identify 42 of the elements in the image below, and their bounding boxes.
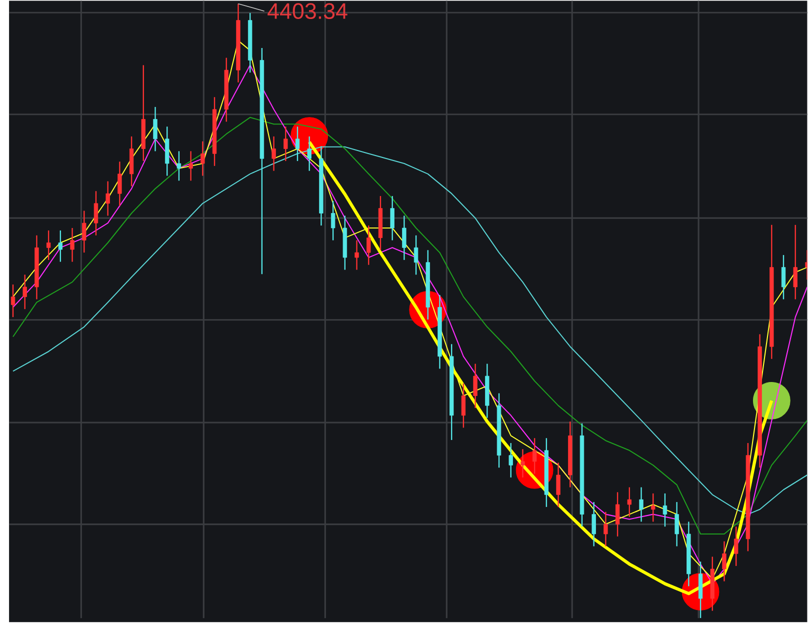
candlestick bbox=[592, 501, 596, 547]
candlestick bbox=[556, 462, 560, 508]
candlestick bbox=[639, 486, 644, 522]
candlestick bbox=[674, 501, 679, 547]
candlestick bbox=[627, 486, 632, 518]
candlestick bbox=[46, 230, 51, 260]
candlestick bbox=[82, 210, 86, 254]
candlestick bbox=[22, 274, 27, 310]
candlestick bbox=[354, 240, 359, 270]
candlestick bbox=[734, 526, 738, 566]
candlestick bbox=[615, 492, 620, 537]
candlestick bbox=[188, 150, 193, 182]
candlestick bbox=[295, 126, 300, 162]
candlestick bbox=[58, 230, 63, 262]
candlestick bbox=[508, 442, 513, 478]
candlestick bbox=[651, 492, 656, 522]
candlestick bbox=[307, 136, 312, 172]
candlestick bbox=[781, 254, 786, 300]
candlestick bbox=[70, 227, 74, 262]
candlestick bbox=[473, 363, 478, 409]
candlestick bbox=[118, 160, 122, 206]
candlestick bbox=[94, 190, 98, 236]
candlestick bbox=[722, 540, 726, 582]
candlestick bbox=[402, 215, 406, 260]
candlestick bbox=[106, 180, 110, 216]
candlestick bbox=[366, 224, 371, 266]
candlestick bbox=[272, 136, 276, 172]
candlestick bbox=[793, 224, 798, 300]
candlestick bbox=[200, 140, 205, 176]
candlestick bbox=[520, 448, 525, 478]
candlestick bbox=[414, 234, 418, 276]
candlestick bbox=[390, 195, 394, 241]
candlestick bbox=[10, 284, 16, 318]
candlestick bbox=[532, 437, 537, 474]
candlestick bbox=[461, 382, 466, 428]
candlestick bbox=[176, 150, 182, 182]
annotation: 4403.34 bbox=[268, 3, 348, 19]
candlestick bbox=[604, 511, 608, 547]
candlestick bbox=[153, 106, 158, 152]
candlestick bbox=[284, 126, 288, 162]
candlestick bbox=[662, 492, 668, 528]
candlestick bbox=[330, 200, 336, 241]
